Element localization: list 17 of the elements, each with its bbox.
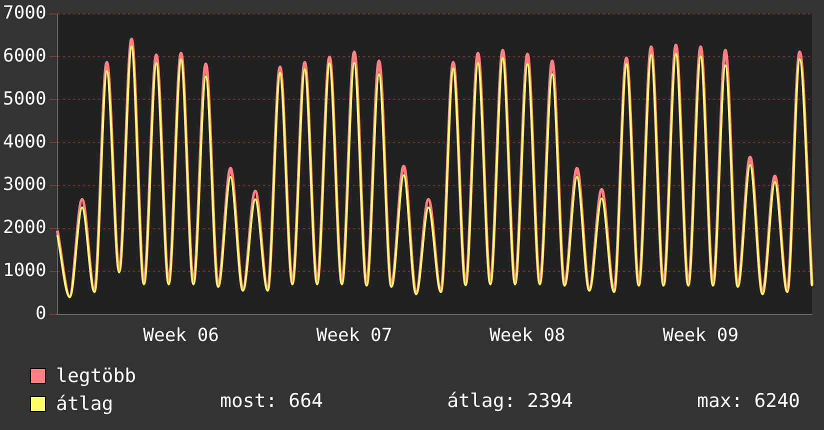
text: most: 664	[220, 390, 323, 412]
x-tick-label: Week 07	[316, 324, 392, 346]
y-tick-label: 6000	[2, 45, 46, 66]
x-tick-label: Week 06	[143, 324, 219, 346]
text: átlag: 2394	[447, 390, 573, 412]
y-tick-label: 3000	[2, 174, 46, 196]
text: max: 6240	[697, 390, 800, 412]
y-tick-label: 1000	[2, 260, 46, 282]
y-tick-label: 5000	[2, 88, 46, 110]
x-tick-label: Week 08	[490, 324, 566, 346]
y-tick-label: 2000	[2, 217, 46, 238]
x-tick-label: Week 09	[662, 324, 739, 346]
y-tick-label: 4000	[2, 131, 46, 152]
y-tick-label: 0	[36, 303, 46, 324]
legend-label: legtöbb	[56, 364, 136, 389]
y-tick-label: 7000	[2, 2, 46, 24]
legend-label: átlag	[56, 392, 114, 417]
